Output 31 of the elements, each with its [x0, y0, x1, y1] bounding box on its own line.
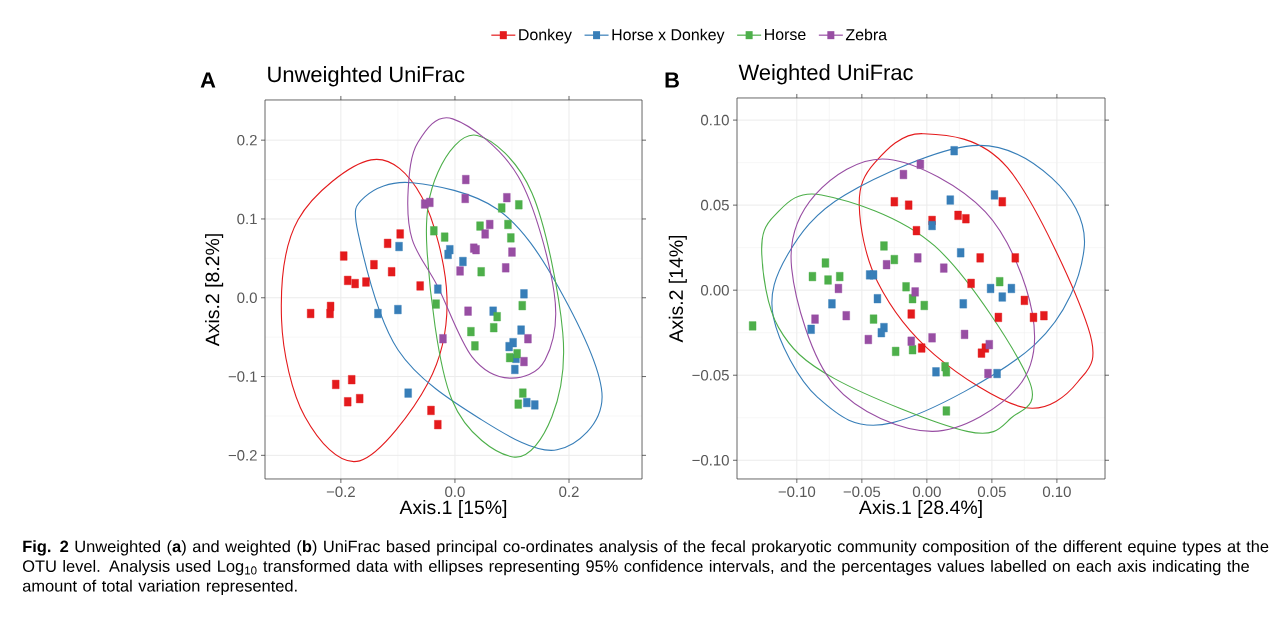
- x-tick-label: 0.2: [559, 486, 579, 498]
- y-tick-label: 0.0: [237, 292, 257, 304]
- y-tick-label: −0.2: [228, 450, 257, 461]
- y-tick-label: 0.05: [700, 199, 729, 211]
- legend-label: Zebra: [845, 28, 888, 41]
- chart-title: Unweighted UniFrac: [268, 66, 465, 87]
- y-tick-label: 0.10: [700, 114, 729, 126]
- x-tick-label: −0.05: [843, 486, 881, 498]
- y-tick-label: 0.00: [700, 284, 729, 296]
- y-axis-title: Axis.2 [14%]: [668, 235, 687, 343]
- y-tick-label: 0.2: [237, 134, 257, 146]
- x-tick-label: −0.2: [326, 486, 355, 498]
- text: Fig. 2 Unweighted (a) and weighted (b) UniFrac based principal co-ordinates analysis of the fecal prokaryotic community composition of the different equine types at the OTU level. Analysis used Log$_{10}$ transformed data with ellipses representing 95% confidence intervals, and the percentages values labelled on each axis indicating the amount of total variation represented.: [22, 540, 1269, 595]
- y-tick-label: −0.05: [692, 369, 729, 381]
- x-tick-label: −0.10: [778, 486, 816, 498]
- text: A: [200, 72, 216, 88]
- y-tick-label: −0.10: [692, 454, 729, 466]
- y-axis-title: Axis.2 [8.2%]: [205, 234, 224, 347]
- x-axis-title: Axis.1 [28.4%]: [858, 499, 982, 519]
- chart-title: Weighted UniFrac: [738, 64, 913, 85]
- legend-label: Horse x Donkey: [612, 28, 725, 44]
- legend-label: Donkey: [519, 28, 572, 44]
- x-tick-label: 0.0: [445, 486, 465, 498]
- x-axis-title: Axis.1 [15%]: [399, 499, 507, 519]
- x-tick-label: 0.05: [977, 486, 1006, 498]
- y-tick-label: −0.1: [228, 371, 257, 382]
- x-tick-label: 0.10: [1042, 486, 1071, 498]
- y-tick-label: 0.1: [237, 213, 257, 225]
- x-tick-label: 0.00: [912, 486, 941, 498]
- legend-label: Horse: [765, 28, 806, 41]
- text: B: [665, 72, 679, 88]
